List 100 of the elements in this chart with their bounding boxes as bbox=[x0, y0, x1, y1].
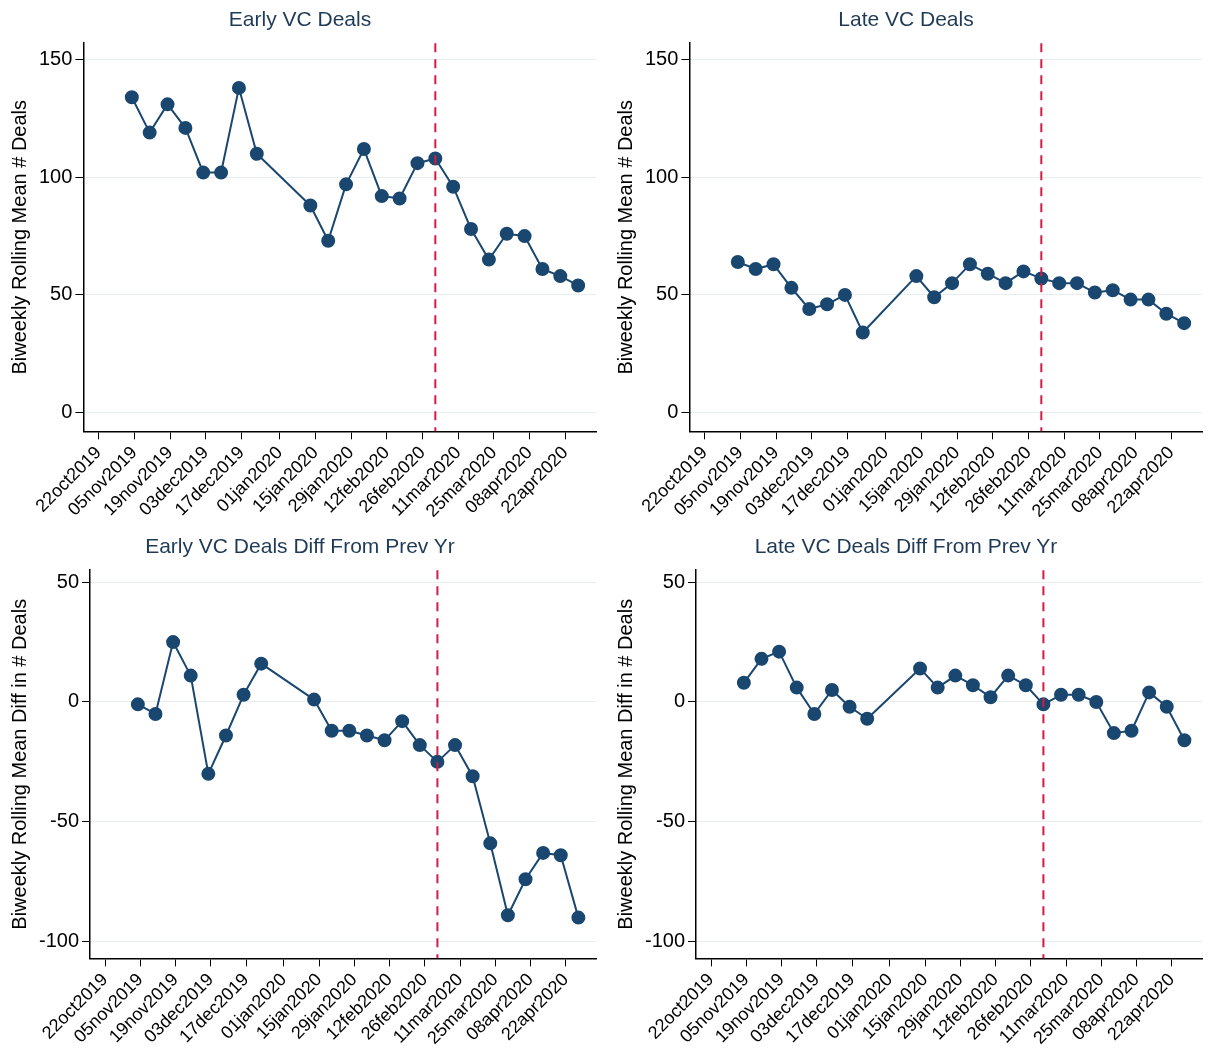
point bbox=[748, 262, 763, 277]
point bbox=[855, 325, 870, 340]
point bbox=[945, 276, 960, 291]
chart-title: Early VC Deals bbox=[228, 7, 372, 31]
point bbox=[1141, 292, 1156, 307]
y-tick-label: -50 bbox=[50, 809, 80, 832]
y-tick-label: 50 bbox=[50, 282, 73, 305]
y-tick-label: -100 bbox=[39, 929, 80, 952]
point bbox=[218, 728, 233, 743]
point bbox=[142, 125, 157, 140]
point bbox=[1089, 694, 1104, 709]
point bbox=[303, 198, 318, 213]
point bbox=[553, 848, 568, 863]
point bbox=[339, 177, 354, 192]
y-tick-label: 50 bbox=[662, 569, 686, 592]
point bbox=[1034, 271, 1049, 286]
point bbox=[201, 766, 216, 781]
point bbox=[196, 165, 211, 180]
point bbox=[324, 723, 339, 738]
point bbox=[178, 120, 193, 135]
point bbox=[536, 845, 551, 860]
point bbox=[1105, 283, 1120, 298]
point bbox=[983, 690, 998, 705]
point bbox=[1018, 678, 1033, 693]
point bbox=[1054, 687, 1069, 702]
point bbox=[500, 908, 515, 923]
point bbox=[446, 179, 461, 194]
y-tick-label: 50 bbox=[656, 282, 679, 305]
y-tick-label: 150 bbox=[644, 47, 679, 70]
point bbox=[148, 706, 163, 721]
point bbox=[392, 191, 407, 206]
point bbox=[1177, 316, 1192, 331]
point bbox=[254, 656, 269, 671]
point bbox=[374, 189, 389, 204]
y-tick-label: 0 bbox=[61, 400, 73, 423]
point bbox=[464, 222, 479, 237]
point bbox=[802, 302, 817, 317]
chart-title: Late VC Deals Diff From Prev Yr bbox=[754, 534, 1058, 558]
point bbox=[1177, 733, 1192, 748]
y-tick-label: 0 bbox=[667, 400, 679, 423]
chart-title: Early VC Deals Diff From Prev Yr bbox=[145, 534, 455, 558]
point bbox=[124, 90, 139, 105]
y-axis-title: Biweekly Rolling Mean Diff in # Deals bbox=[613, 598, 636, 930]
point bbox=[1124, 723, 1139, 738]
point bbox=[448, 738, 463, 753]
point bbox=[321, 233, 336, 248]
y-tick-label: 100 bbox=[644, 164, 679, 187]
point bbox=[766, 257, 781, 272]
point bbox=[359, 728, 374, 743]
point bbox=[1070, 276, 1085, 291]
point bbox=[754, 651, 769, 666]
point bbox=[231, 80, 246, 95]
point bbox=[553, 269, 568, 284]
point bbox=[499, 226, 514, 241]
point bbox=[736, 675, 751, 690]
point bbox=[356, 142, 371, 157]
point bbox=[518, 872, 533, 887]
y-axis-title: Biweekly Rolling Mean # Deals bbox=[613, 99, 636, 375]
point bbox=[730, 254, 745, 269]
point bbox=[927, 290, 942, 305]
y-axis-title: Biweekly Rolling Mean Diff in # Deals bbox=[7, 598, 30, 930]
point bbox=[465, 769, 480, 784]
point bbox=[214, 165, 229, 180]
point bbox=[1123, 292, 1138, 307]
point bbox=[1052, 276, 1067, 291]
point bbox=[1016, 264, 1031, 279]
point bbox=[307, 692, 322, 707]
point bbox=[1071, 687, 1086, 702]
point bbox=[948, 668, 963, 683]
point bbox=[1159, 699, 1174, 714]
point bbox=[980, 266, 995, 281]
point bbox=[517, 229, 532, 244]
point bbox=[183, 668, 198, 683]
point bbox=[860, 711, 875, 726]
point bbox=[913, 661, 928, 676]
chart-title: Late VC Deals bbox=[838, 7, 974, 31]
point bbox=[130, 697, 145, 712]
point bbox=[571, 278, 586, 293]
point bbox=[160, 97, 175, 112]
point bbox=[1001, 668, 1016, 683]
y-tick-label: -50 bbox=[656, 809, 686, 832]
point bbox=[571, 910, 586, 925]
point bbox=[842, 699, 857, 714]
point bbox=[998, 276, 1013, 291]
point bbox=[395, 714, 410, 729]
point bbox=[236, 687, 251, 702]
point bbox=[789, 680, 804, 695]
point bbox=[377, 733, 392, 748]
point bbox=[412, 738, 427, 753]
point bbox=[930, 680, 945, 695]
point bbox=[1142, 685, 1157, 700]
point bbox=[1106, 726, 1121, 741]
point bbox=[772, 644, 787, 659]
point bbox=[965, 678, 980, 693]
point bbox=[483, 836, 498, 851]
y-tick-label: 0 bbox=[673, 689, 686, 712]
point bbox=[342, 723, 357, 738]
y-tick-label: 150 bbox=[38, 47, 73, 70]
y-axis-title: Biweekly Rolling Mean # Deals bbox=[7, 99, 30, 375]
point bbox=[962, 257, 977, 272]
